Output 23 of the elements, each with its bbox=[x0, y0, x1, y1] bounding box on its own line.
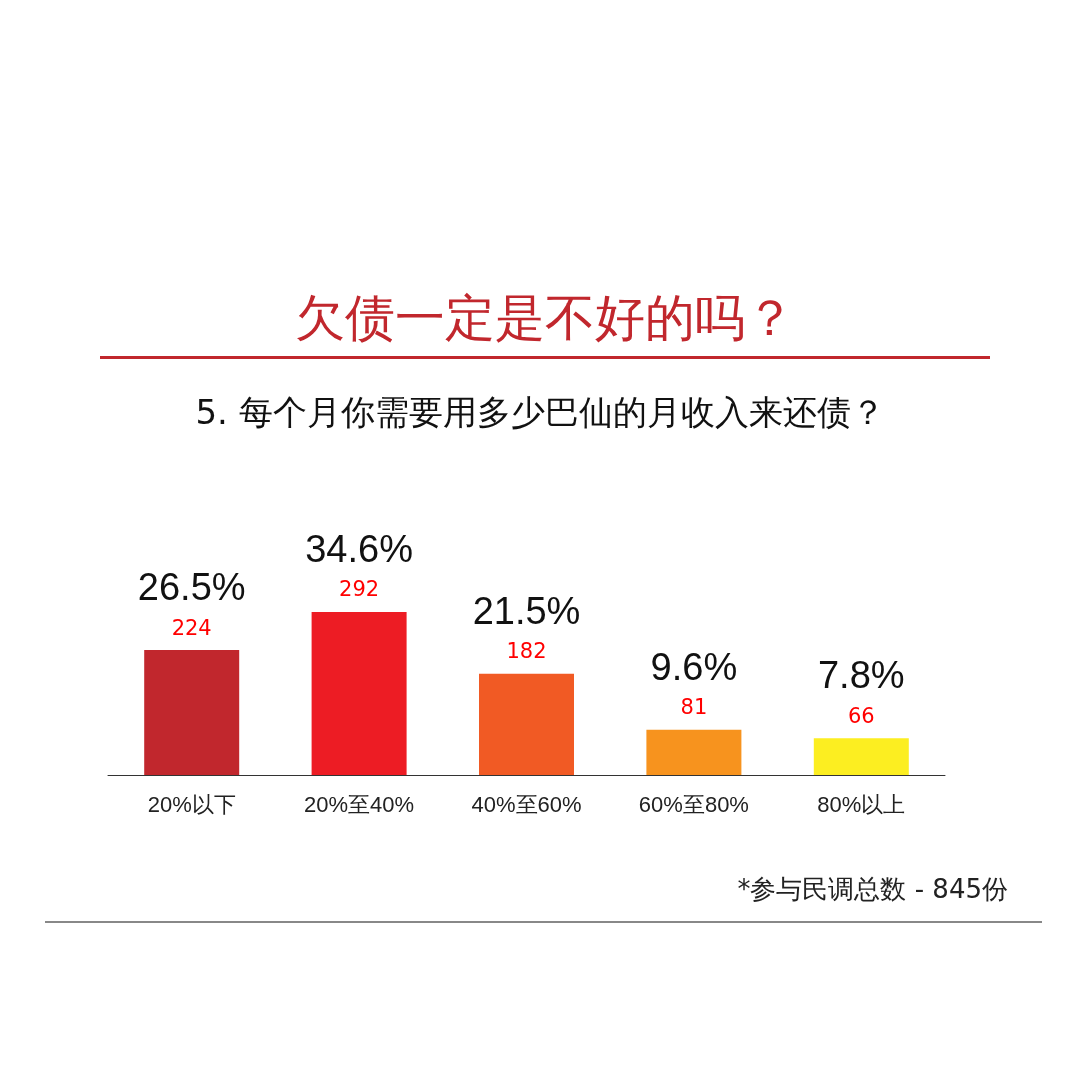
annotation: 224 bbox=[171, 615, 212, 640]
data-label: 7.8% bbox=[817, 654, 905, 697]
text: *参与民调总数 - 845份 bbox=[737, 873, 1008, 906]
annotation: 81 bbox=[680, 695, 708, 720]
bar bbox=[144, 650, 240, 775]
bar bbox=[646, 729, 742, 775]
data-label: 34.6% bbox=[305, 527, 413, 570]
x-tick-label: 40%至60% bbox=[471, 791, 582, 817]
data-label: 21.5% bbox=[472, 589, 581, 632]
x-tick-label: 20%至40% bbox=[304, 791, 415, 817]
x-tick-label: 60%至80% bbox=[638, 791, 749, 817]
annotation: 66 bbox=[847, 703, 875, 728]
bar bbox=[813, 738, 909, 775]
data-label: 9.6% bbox=[650, 645, 738, 688]
chart-subtitle: 5. 每个月你需要用多少巴仙的月收入来还债？ bbox=[194, 391, 886, 434]
annotation: 182 bbox=[506, 639, 547, 664]
bar bbox=[311, 611, 407, 775]
annotation: 292 bbox=[339, 577, 380, 602]
bar bbox=[479, 673, 574, 775]
x-tick-label: 20%以下 bbox=[147, 791, 236, 817]
x-tick-label: 80%以上 bbox=[817, 791, 906, 817]
data-label: 26.5% bbox=[137, 566, 246, 609]
chart-title: 欠债一定是不好的吗？ bbox=[100, 285, 990, 359]
